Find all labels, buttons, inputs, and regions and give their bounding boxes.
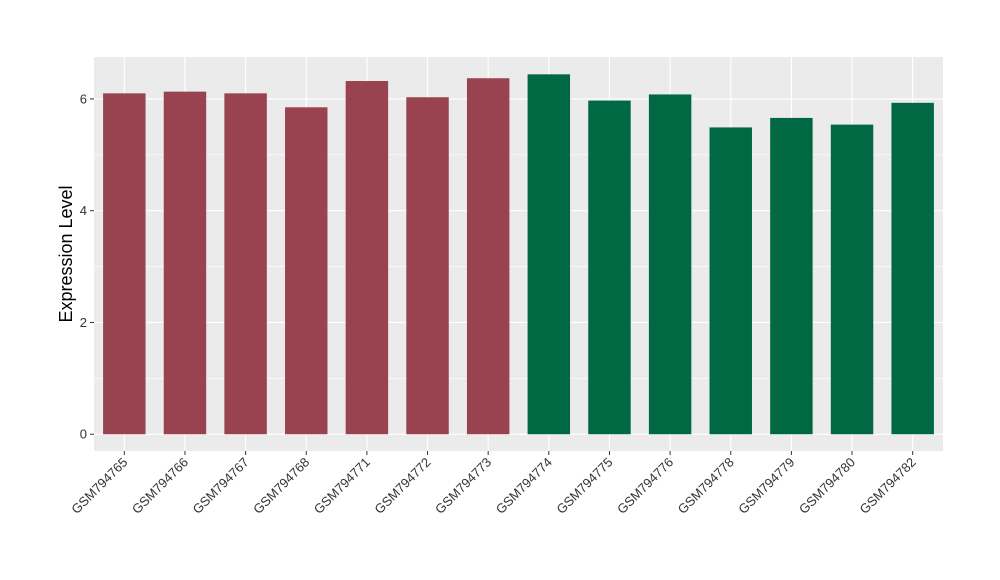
y-axis-title: Expression Level bbox=[56, 185, 76, 322]
x-tick-label: GSM794774 bbox=[493, 455, 555, 517]
x-tick-label: GSM794772 bbox=[371, 455, 433, 517]
bar-GSM794774 bbox=[527, 74, 571, 435]
bar-GSM794775 bbox=[588, 100, 631, 435]
bar-GSM794767 bbox=[224, 93, 267, 435]
y-axis: 0 2 4 6 bbox=[80, 91, 94, 442]
x-tick-label: GSM794780 bbox=[796, 455, 858, 517]
bar-GSM794765 bbox=[103, 93, 146, 435]
bars bbox=[103, 74, 934, 435]
x-tick-label: GSM794773 bbox=[432, 455, 494, 517]
y-tick-label: 2 bbox=[80, 315, 87, 330]
x-tick-label: GSM794779 bbox=[735, 455, 797, 517]
bar-GSM794782 bbox=[891, 102, 934, 435]
y-tick-label: 0 bbox=[80, 427, 87, 442]
x-tick-label: GSM794776 bbox=[614, 455, 676, 517]
bar-GSM794778 bbox=[709, 127, 752, 435]
bar-GSM794776 bbox=[648, 94, 692, 435]
x-tick-label: GSM794765 bbox=[68, 455, 130, 517]
x-tick-label: GSM794768 bbox=[250, 455, 312, 517]
bar-GSM794768 bbox=[285, 107, 328, 435]
bar-GSM794766 bbox=[163, 91, 207, 435]
x-tick-label: GSM794766 bbox=[129, 455, 191, 517]
bar-GSM794780 bbox=[830, 124, 874, 435]
y-tick-label: 4 bbox=[80, 203, 87, 218]
bar-GSM794771 bbox=[345, 81, 389, 435]
x-axis: GSM794765GSM794766GSM794767GSM794768GSM7… bbox=[68, 451, 919, 517]
x-tick-label: GSM794767 bbox=[190, 455, 252, 517]
plot-panel bbox=[94, 57, 943, 451]
x-tick-label: GSM794778 bbox=[675, 455, 737, 517]
bar-GSM794773 bbox=[466, 78, 510, 435]
x-tick-label: GSM794775 bbox=[553, 455, 615, 517]
x-tick-label: GSM794782 bbox=[857, 455, 919, 517]
bar-GSM794772 bbox=[406, 97, 449, 435]
x-tick-label: GSM794771 bbox=[311, 455, 373, 517]
y-tick-label: 6 bbox=[80, 91, 87, 106]
bar-GSM794779 bbox=[770, 117, 813, 435]
